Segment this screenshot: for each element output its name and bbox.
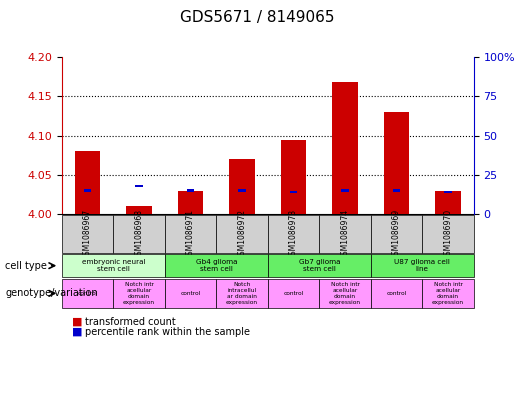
- Bar: [435, 191, 461, 214]
- FancyBboxPatch shape: [165, 215, 216, 253]
- Text: GSM1086973: GSM1086973: [289, 208, 298, 260]
- Text: Notch intr
acellular
domain
expression: Notch intr acellular domain expression: [432, 282, 464, 305]
- Text: GDS5671 / 8149065: GDS5671 / 8149065: [180, 10, 335, 25]
- FancyBboxPatch shape: [62, 215, 113, 253]
- Text: GSM1086970: GSM1086970: [443, 208, 453, 260]
- FancyBboxPatch shape: [319, 279, 371, 308]
- FancyBboxPatch shape: [268, 215, 319, 253]
- FancyBboxPatch shape: [113, 215, 165, 253]
- FancyBboxPatch shape: [216, 279, 268, 308]
- FancyBboxPatch shape: [268, 254, 371, 277]
- Text: ■: ■: [72, 317, 82, 327]
- FancyBboxPatch shape: [165, 254, 268, 277]
- FancyBboxPatch shape: [371, 215, 422, 253]
- Bar: [229, 159, 255, 214]
- Text: control: control: [283, 291, 304, 296]
- Text: Gb4 glioma
stem cell: Gb4 glioma stem cell: [196, 259, 237, 272]
- FancyBboxPatch shape: [422, 215, 474, 253]
- Text: ■: ■: [72, 327, 82, 337]
- Text: GSM1086969: GSM1086969: [392, 208, 401, 260]
- Text: GSM1086974: GSM1086974: [340, 208, 350, 260]
- Bar: [186, 189, 194, 192]
- Text: cell type: cell type: [5, 261, 47, 271]
- Bar: [83, 189, 92, 192]
- FancyBboxPatch shape: [62, 279, 113, 308]
- Bar: [341, 189, 349, 192]
- Bar: [392, 189, 400, 192]
- Text: GSM1086967: GSM1086967: [83, 208, 92, 260]
- FancyBboxPatch shape: [62, 254, 165, 277]
- Text: GSM1086971: GSM1086971: [186, 209, 195, 259]
- FancyBboxPatch shape: [319, 215, 371, 253]
- Text: Notch intr
acellular
domain
expression: Notch intr acellular domain expression: [329, 282, 361, 305]
- Bar: [281, 140, 306, 214]
- Bar: [238, 189, 246, 192]
- Text: Notch
intracellul
ar domain
expression: Notch intracellul ar domain expression: [226, 282, 258, 305]
- Text: GSM1086968: GSM1086968: [134, 209, 144, 259]
- Text: genotype/variation: genotype/variation: [5, 288, 98, 298]
- Text: Gb7 glioma
stem cell: Gb7 glioma stem cell: [299, 259, 340, 272]
- FancyBboxPatch shape: [371, 279, 422, 308]
- FancyBboxPatch shape: [113, 279, 165, 308]
- Bar: [75, 151, 100, 214]
- Bar: [178, 191, 203, 214]
- Text: embryonic neural
stem cell: embryonic neural stem cell: [81, 259, 145, 272]
- Text: control: control: [386, 291, 407, 296]
- FancyBboxPatch shape: [371, 254, 474, 277]
- FancyBboxPatch shape: [216, 215, 268, 253]
- Bar: [126, 206, 152, 214]
- Bar: [444, 191, 452, 193]
- FancyBboxPatch shape: [422, 279, 474, 308]
- Text: control: control: [77, 291, 98, 296]
- Text: Notch intr
acellular
domain
expression: Notch intr acellular domain expression: [123, 282, 155, 305]
- Text: U87 glioma cell
line: U87 glioma cell line: [394, 259, 450, 272]
- Text: control: control: [180, 291, 201, 296]
- Bar: [135, 185, 143, 187]
- FancyBboxPatch shape: [165, 279, 216, 308]
- Text: transformed count: transformed count: [85, 317, 176, 327]
- Text: percentile rank within the sample: percentile rank within the sample: [85, 327, 250, 337]
- FancyBboxPatch shape: [268, 279, 319, 308]
- Bar: [384, 112, 409, 214]
- Bar: [289, 191, 297, 193]
- Text: GSM1086972: GSM1086972: [237, 209, 247, 259]
- Bar: [332, 82, 358, 214]
